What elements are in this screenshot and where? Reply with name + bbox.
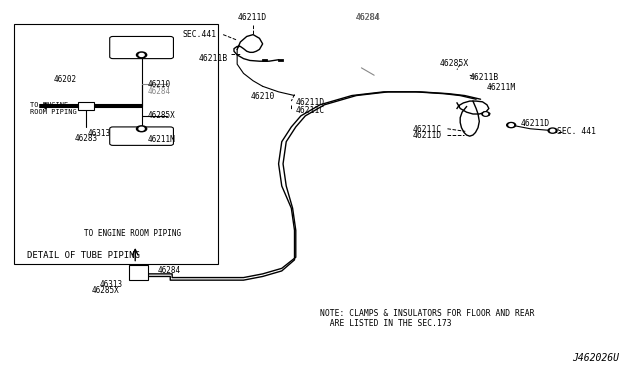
Text: TO ENGINE ROOM PIPING: TO ENGINE ROOM PIPING <box>84 229 181 238</box>
Text: DETAIL OF TUBE PIPING: DETAIL OF TUBE PIPING <box>27 251 140 260</box>
FancyBboxPatch shape <box>109 36 173 59</box>
Text: 46284: 46284 <box>148 87 171 96</box>
Text: 46283: 46283 <box>75 134 98 143</box>
Circle shape <box>550 129 555 132</box>
Text: 46284: 46284 <box>356 13 380 22</box>
Text: 46211D: 46211D <box>521 119 550 128</box>
Text: 46211M: 46211M <box>148 135 176 144</box>
Text: 46285X: 46285X <box>439 59 468 68</box>
Bar <box>78 102 94 110</box>
Text: 46211D: 46211D <box>413 131 442 140</box>
Text: 46211M: 46211M <box>487 83 516 92</box>
Circle shape <box>139 54 144 57</box>
Text: 46202: 46202 <box>54 76 77 84</box>
Text: 46284: 46284 <box>355 13 380 22</box>
Text: 46284: 46284 <box>157 266 180 275</box>
Text: SEC.441: SEC.441 <box>182 30 216 39</box>
Text: 46211C: 46211C <box>413 125 442 134</box>
Circle shape <box>484 113 488 115</box>
Text: 46285X: 46285X <box>92 286 119 295</box>
Circle shape <box>136 52 147 58</box>
Text: J462026U: J462026U <box>573 353 620 363</box>
Text: 46285X: 46285X <box>148 111 176 121</box>
Circle shape <box>482 112 490 116</box>
Text: 46210: 46210 <box>250 92 275 101</box>
Text: 46313: 46313 <box>99 280 122 289</box>
Circle shape <box>139 127 144 130</box>
Bar <box>129 265 148 280</box>
Text: 46210: 46210 <box>148 80 171 89</box>
Text: NOTE: CLAMPS & INSULATORS FOR FLOOR AND REAR
  ARE LISTED IN THE SEC.173: NOTE: CLAMPS & INSULATORS FOR FLOOR AND … <box>320 309 534 328</box>
Bar <box>14 23 218 263</box>
FancyBboxPatch shape <box>109 127 173 145</box>
Circle shape <box>507 122 516 128</box>
Circle shape <box>136 126 147 132</box>
Text: 46211B: 46211B <box>470 73 499 82</box>
Text: 46211C: 46211C <box>296 106 325 115</box>
Circle shape <box>548 128 557 133</box>
Text: 46211B: 46211B <box>198 54 228 63</box>
Text: 46211D: 46211D <box>237 13 266 22</box>
Circle shape <box>509 124 513 126</box>
Text: 46211D: 46211D <box>296 99 325 108</box>
Text: 46313: 46313 <box>88 129 111 138</box>
Text: SEC. 441: SEC. 441 <box>557 127 596 136</box>
Text: TO ENGINE
ROOM PIPING: TO ENGINE ROOM PIPING <box>30 102 77 115</box>
